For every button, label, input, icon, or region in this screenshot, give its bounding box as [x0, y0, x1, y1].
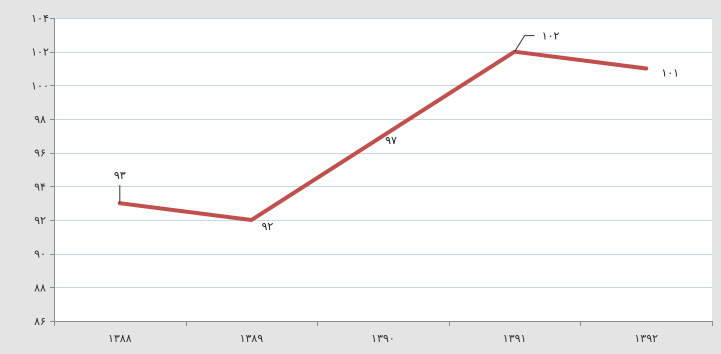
x-tick-label: ۱۳۹۲ [634, 332, 658, 345]
data-labels: ۹۳ ۹۲ ۹۷ ۱۰۲ ۱۰۱ [114, 30, 679, 233]
data-label: ۹۳ [114, 169, 126, 182]
y-tick-label: ۱۰۲ [31, 46, 49, 59]
y-axis-ticks: ۸۶ ۸۸ ۹۰ ۹۲ ۹۴ ۹۶ ۹۸ ۱۰۰ ۱۰۲ ۱۰۴ [31, 12, 54, 328]
data-label: ۱۰۱ [661, 67, 679, 80]
data-label: ۹۲ [261, 220, 273, 233]
y-tick-label: ۹۰ [34, 248, 46, 261]
y-tick-label: ۱۰۰ [31, 79, 49, 92]
leader-line [514, 35, 535, 52]
x-tick-label: ۱۳۸۸ [108, 332, 132, 345]
y-tick-label: ۹۴ [34, 180, 46, 193]
y-tick-label: ۸۶ [34, 315, 46, 328]
x-tick-label: ۱۳۹۱ [503, 332, 527, 345]
x-tick-label: ۱۳۸۹ [240, 332, 264, 345]
data-label: ۹۷ [385, 134, 397, 147]
gridlines [54, 18, 712, 288]
plot-area [54, 18, 712, 321]
y-tick-label: ۹۲ [34, 214, 46, 227]
series-layer [117, 49, 649, 222]
x-axis-ticks: ۱۳۸۸ ۱۳۸۹ ۱۳۹۰ ۱۳۹۱ ۱۳۹۲ [54, 321, 713, 345]
axes [54, 18, 712, 322]
y-tick-label: ۹۶ [34, 147, 46, 160]
x-tick-label: ۱۳۹۰ [371, 332, 395, 345]
y-tick-label: ۸۸ [34, 281, 46, 294]
data-label: ۱۰۲ [542, 30, 560, 43]
series-line [117, 49, 649, 222]
y-tick-label: ۹۸ [34, 113, 46, 126]
y-tick-label: ۱۰۴ [31, 12, 49, 25]
